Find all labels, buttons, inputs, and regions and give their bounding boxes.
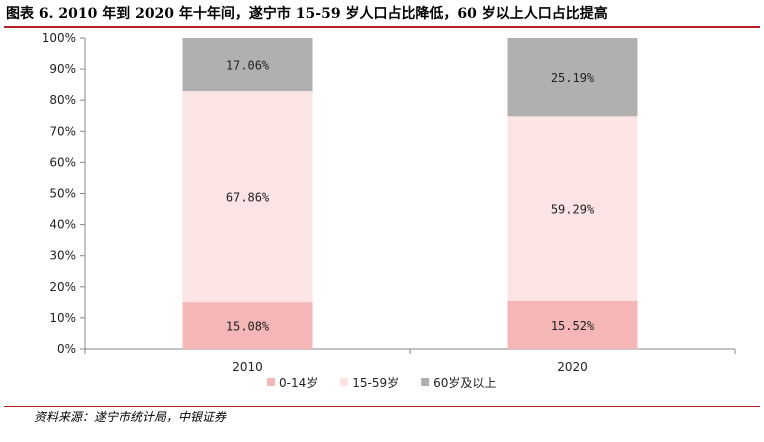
y-tick-label: 20% — [49, 280, 76, 294]
y-tick-label: 60% — [49, 155, 76, 169]
y-tick-label: 30% — [49, 249, 76, 263]
x-tick-label: 2020 — [557, 360, 588, 374]
bar-segment — [507, 116, 638, 301]
data-label: 15.08% — [226, 320, 270, 334]
legend-swatch — [267, 378, 275, 386]
data-label: 15.52% — [551, 319, 595, 333]
bar-segment — [182, 302, 313, 349]
y-tick-label: 0% — [57, 342, 76, 356]
y-tick-label: 80% — [49, 93, 76, 107]
bar-segment — [507, 300, 638, 349]
y-tick-label: 90% — [49, 62, 76, 76]
y-tick-label: 10% — [49, 311, 76, 325]
bar-segment — [182, 38, 313, 92]
y-tick-label: 40% — [49, 218, 76, 232]
y-tick-label: 100% — [42, 31, 76, 45]
legend-label: 15-59岁 — [352, 375, 399, 390]
data-label: 25.19% — [551, 71, 595, 85]
data-label: 67.86% — [226, 191, 270, 205]
data-label: 59.29% — [551, 203, 595, 217]
chart-title: 图表 6. 2010 年到 2020 年十年间，遂宁市 15-59 岁人口占比降… — [6, 6, 608, 22]
data-label: 17.06% — [226, 59, 270, 73]
y-tick-label: 50% — [49, 187, 76, 201]
source-divider — [4, 406, 760, 407]
bar-segment — [507, 38, 638, 117]
legend-swatch — [421, 378, 430, 386]
y-tick-label: 70% — [49, 124, 76, 138]
legend-label: 60岁及以上 — [433, 375, 496, 390]
bar-segment — [182, 91, 313, 303]
x-tick-label: 2010 — [232, 360, 263, 374]
title-divider — [4, 26, 760, 28]
source-note: 资料来源：遂宁市统计局，中银证券 — [34, 410, 227, 424]
legend-swatch — [340, 378, 349, 386]
legend-label: 0-14岁 — [279, 375, 318, 390]
